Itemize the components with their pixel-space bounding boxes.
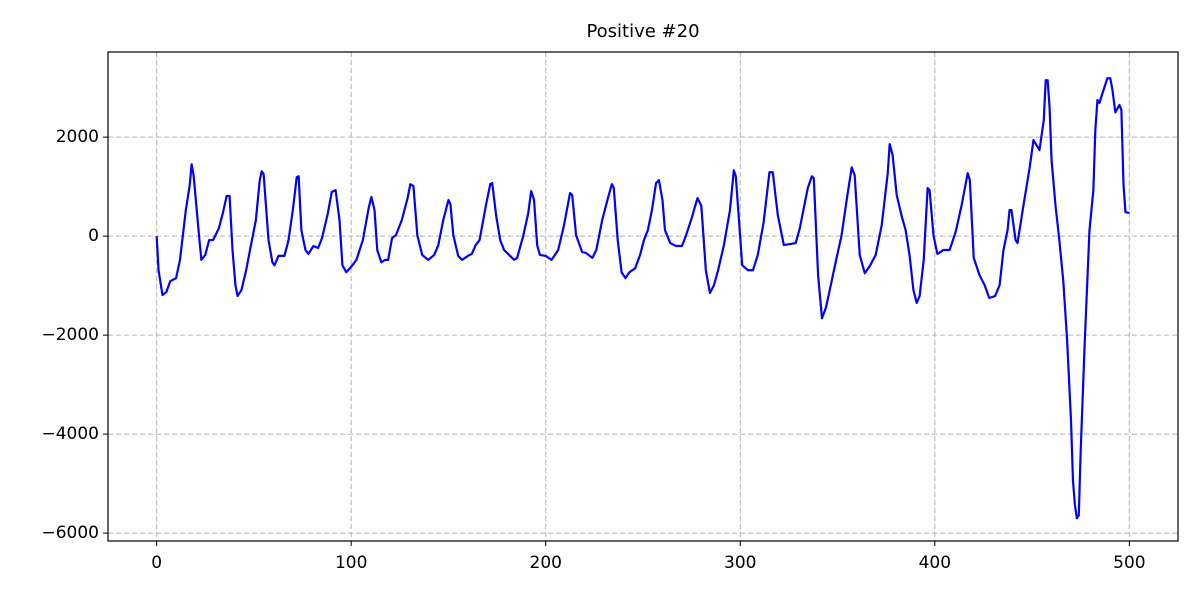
y-tick-label: −6000 [41, 523, 99, 543]
x-tick-label: 0 [151, 553, 162, 573]
x-tick-label: 200 [530, 553, 562, 573]
x-tick-label: 100 [335, 553, 367, 573]
x-tick-label: 400 [919, 553, 951, 573]
x-tick-label: 500 [1113, 553, 1145, 573]
plot-frame [107, 51, 1179, 542]
x-tick-label: 300 [724, 553, 756, 573]
chart-title: Positive #20 [586, 21, 699, 42]
y-tick-label: −4000 [41, 424, 99, 444]
y-tick-label: −2000 [41, 325, 99, 345]
y-tick-label: 2000 [56, 127, 99, 147]
data-line [155, 77, 1130, 520]
y-tick-label: 0 [88, 226, 99, 246]
